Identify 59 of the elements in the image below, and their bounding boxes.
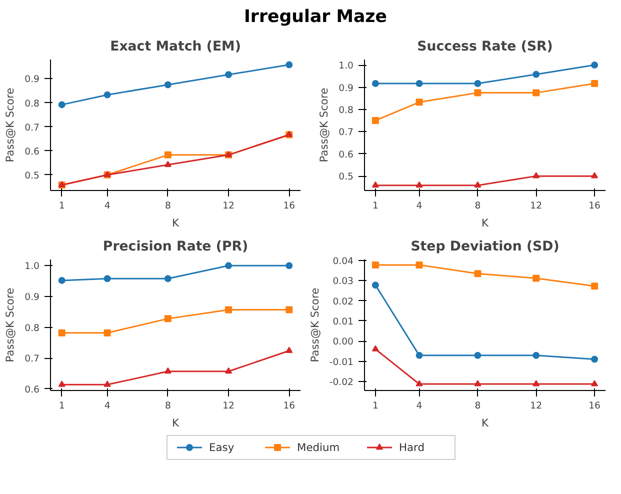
x-tick-label: 8 xyxy=(164,400,171,412)
x-tick-label: 1 xyxy=(372,200,378,212)
y-axis-title: Pass@K Score xyxy=(308,288,322,362)
x-tick-label: 4 xyxy=(416,200,422,212)
x-tick-label: 12 xyxy=(530,200,542,212)
y-tick-label: 0.7 xyxy=(338,127,354,138)
x-tick-label: 8 xyxy=(474,400,481,412)
y-tick-label: 0.5 xyxy=(338,172,354,183)
y-tick-label: 0.03 xyxy=(332,276,354,288)
chart-title: Success Rate (SR) xyxy=(417,40,553,54)
chart-title: Exact Match (EM) xyxy=(110,40,241,54)
y-tick-label: 0.9 xyxy=(24,292,40,303)
legend-label: Easy xyxy=(209,441,234,454)
y-tick-label: 0.02 xyxy=(332,296,354,308)
y-tick-label: 0.7 xyxy=(24,122,40,134)
y-tick-label: 0.6 xyxy=(24,146,40,158)
x-tick-label: 4 xyxy=(104,400,110,412)
legend-label: Hard xyxy=(399,441,425,454)
y-tick-label: 1.0 xyxy=(338,60,354,72)
y-axis-title: Pass@K Score xyxy=(318,88,331,162)
x-tick-label: 16 xyxy=(283,400,296,412)
y-tick-label: 0.5 xyxy=(24,170,40,182)
y-tick-label: -0.01 xyxy=(329,356,354,368)
x-tick-label: 1 xyxy=(58,400,65,412)
y-tick-label: 1.0 xyxy=(24,261,40,272)
y-tick-label: 0.7 xyxy=(24,354,40,365)
y-tick-label: 0.9 xyxy=(338,82,354,94)
x-axis-title: K xyxy=(172,216,180,230)
x-tick-label: 12 xyxy=(530,400,542,412)
y-tick-label: 0.01 xyxy=(332,316,354,328)
x-axis-title: K xyxy=(482,416,490,430)
y-tick-label: -0.02 xyxy=(329,376,354,388)
x-tick-label: 16 xyxy=(588,400,601,412)
y-tick-label: 0.8 xyxy=(24,98,40,110)
chart-title: Step Deviation (SD) xyxy=(410,240,560,254)
x-axis-title: K xyxy=(482,216,490,230)
x-tick-label: 12 xyxy=(222,200,234,212)
y-axis-title: Pass@K Score xyxy=(4,88,17,162)
x-tick-label: 1 xyxy=(58,200,65,212)
x-tick-label: 12 xyxy=(222,400,234,412)
text: Irregular Maze xyxy=(244,6,388,29)
x-tick-label: 4 xyxy=(104,200,110,212)
x-tick-label: 16 xyxy=(588,200,601,212)
y-axis-title: Pass@K Score xyxy=(4,288,17,362)
x-tick-label: 16 xyxy=(283,200,296,212)
x-axis-title: K xyxy=(172,416,180,430)
legend-label: Medium xyxy=(297,441,340,454)
y-tick-label: 0.8 xyxy=(338,104,354,116)
y-tick-label: 0.04 xyxy=(332,256,354,268)
x-tick-label: 8 xyxy=(164,200,171,212)
chart-title: Precision Rate (PR) xyxy=(102,240,248,254)
y-tick-label: 0.8 xyxy=(24,322,40,334)
y-tick-label: 0.6 xyxy=(338,149,354,160)
x-tick-label: 1 xyxy=(372,400,378,412)
y-tick-label: 0.6 xyxy=(24,384,40,396)
x-tick-label: 8 xyxy=(474,200,481,212)
y-tick-label: 0.00 xyxy=(332,336,354,348)
x-tick-label: 4 xyxy=(416,400,422,412)
y-tick-label: 0.9 xyxy=(24,74,40,86)
